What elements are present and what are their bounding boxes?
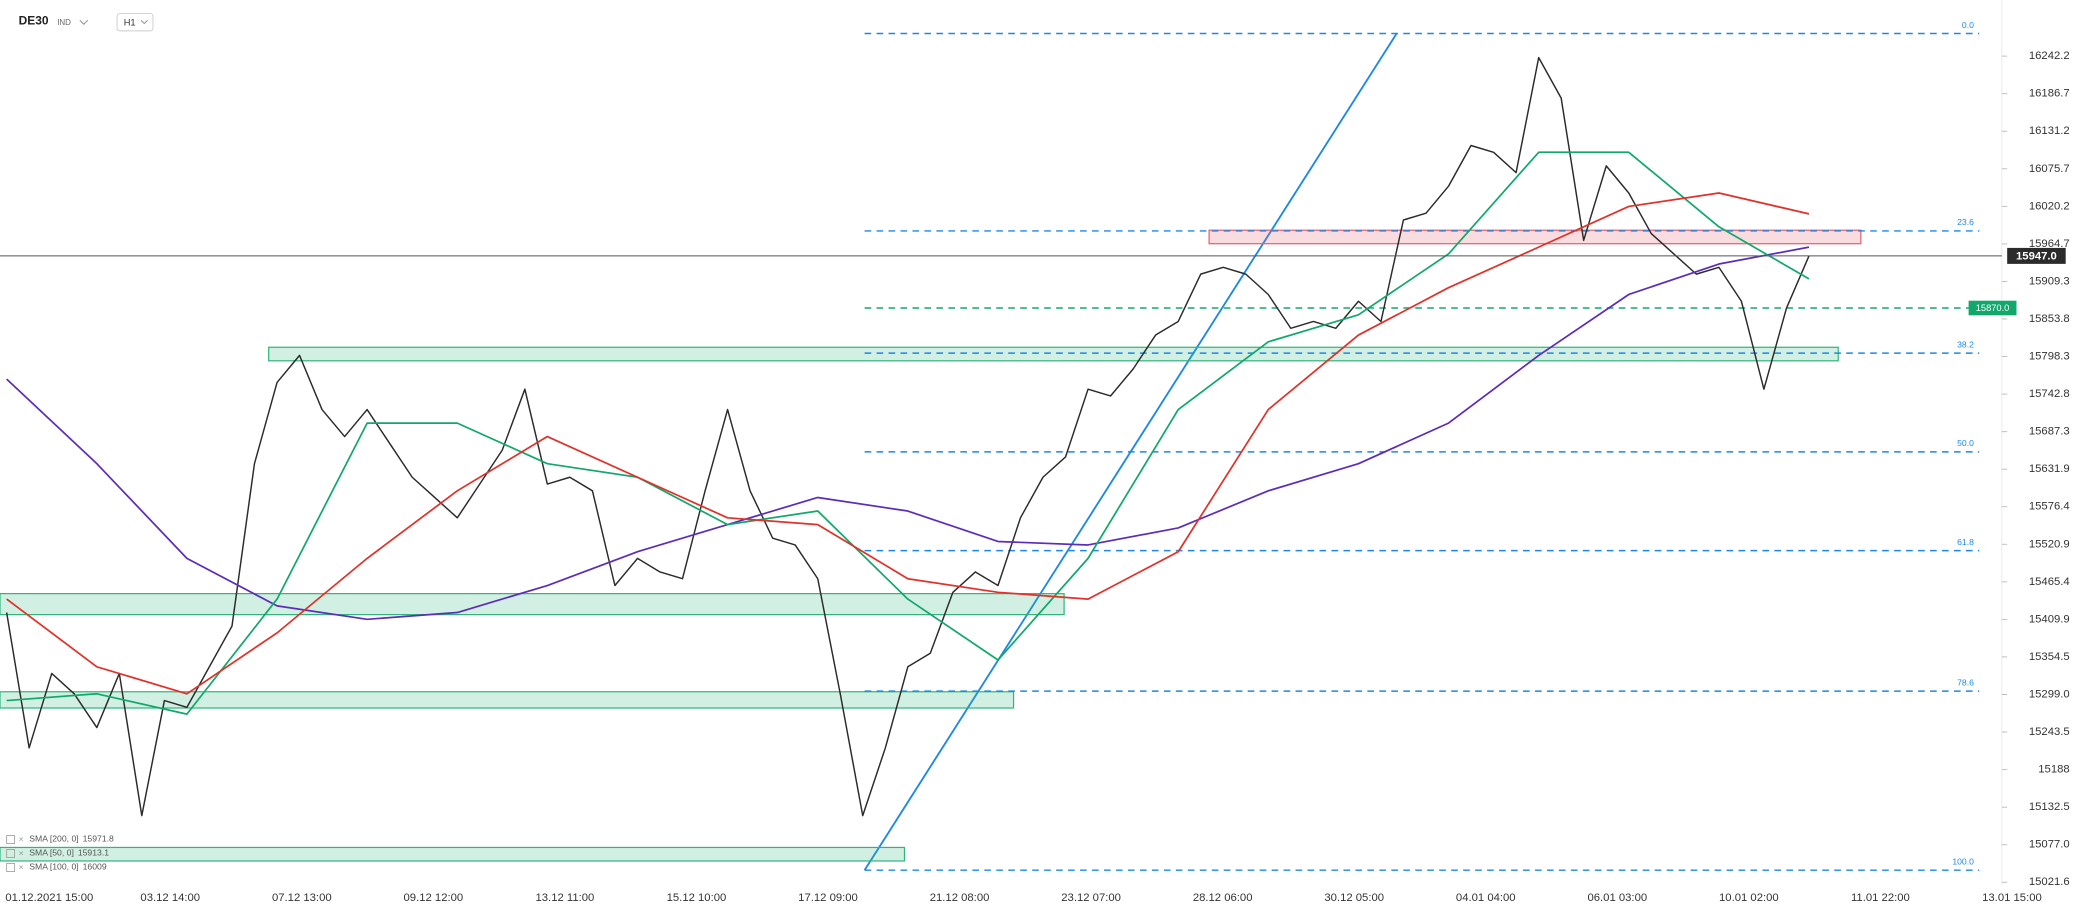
x-tick-label: 28.12 06:00 [1193, 892, 1253, 904]
y-tick-label: 15576.4 [2029, 501, 2070, 513]
zone [1208, 229, 1862, 245]
y-tick-label: 16242.2 [2029, 50, 2070, 62]
x-tick-label: 30.12 05:00 [1324, 892, 1384, 904]
y-tick-label: 15132.5 [2029, 801, 2070, 813]
y-tick-label: 15409.9 [2029, 613, 2070, 625]
dropdown-arrow[interactable] [79, 19, 89, 25]
fib-label: 0.0 [1962, 20, 1974, 30]
timeframe[interactable]: H1 [124, 17, 136, 27]
sma-line [6, 246, 1810, 621]
x-tick-label: 21.12 08:00 [930, 892, 990, 904]
legend-value: 15913.1 [78, 848, 109, 858]
y-tick-label: 15465.4 [2029, 576, 2070, 588]
legend-close: × [19, 834, 24, 844]
x-tick-label: 17.12 09:00 [798, 892, 858, 904]
y-tick-label: 15909.3 [2029, 275, 2070, 287]
y-tick-label: 16186.7 [2029, 88, 2070, 100]
x-tick-label: 04.01 04:00 [1456, 892, 1516, 904]
y-tick-label: 15243.5 [2029, 726, 2070, 738]
y-tick-label: 15687.3 [2029, 426, 2070, 438]
legend-entry: SMA [200, 0] 15971.8 [29, 834, 114, 844]
y-tick-label: 15742.8 [2029, 388, 2070, 400]
legend-close: × [19, 862, 24, 872]
sma-line [6, 151, 1810, 716]
dropdown-arrow[interactable] [140, 19, 149, 25]
x-tick-label: 13.01 15:00 [1982, 892, 2042, 904]
y-tick-label: 15520.9 [2029, 538, 2070, 550]
zone [0, 846, 906, 862]
symbol[interactable]: DE30 [19, 14, 49, 28]
sma-line [6, 192, 1810, 695]
zone [0, 691, 1015, 709]
y-tick-label: 15021.6 [2029, 876, 2070, 888]
fib-label: 78.6 [1957, 677, 1974, 687]
price-line [5, 56, 1810, 817]
x-tick-label: 03.12 14:00 [140, 892, 200, 904]
legend-entry: SMA [50, 0] 15913.1 [29, 848, 109, 858]
x-tick-label: 15.12 10:00 [667, 892, 727, 904]
x-tick-label: 10.01 02:00 [1719, 892, 1779, 904]
legend-icon [6, 863, 16, 872]
legend-value: 16009 [83, 862, 107, 872]
x-tick-label: 23.12 07:00 [1061, 892, 1121, 904]
x-tick-label: 01.12.2021 15:00 [5, 892, 93, 904]
y-tick-label: 15077.0 [2029, 839, 2070, 851]
legend-value: 15971.8 [83, 834, 114, 844]
legend-name: SMA [50, 0] [29, 848, 74, 858]
legend-icon [6, 849, 16, 858]
y-tick-label: 15798.3 [2029, 351, 2070, 363]
zone [268, 346, 1839, 362]
y-tick-label: 16075.7 [2029, 163, 2070, 175]
x-tick-label: 09.12 12:00 [404, 892, 464, 904]
market: IND [57, 18, 71, 27]
legend-close: × [19, 848, 24, 858]
y-tick-label: 16131.2 [2029, 125, 2070, 137]
legend-icon [6, 835, 16, 844]
legend-entry: SMA [100, 0] 16009 [29, 862, 107, 872]
fib-label: 38.2 [1957, 339, 1974, 349]
y-tick-label: 15188 [2038, 764, 2069, 776]
y-tick-label: 16020.2 [2029, 200, 2070, 212]
current-price-box [2007, 247, 2066, 264]
x-tick-label: 11.01 22:00 [1851, 892, 1910, 904]
y-tick-label: 15299.0 [2029, 688, 2070, 700]
y-tick-label: 15631.9 [2029, 463, 2070, 475]
legend-name: SMA [200, 0] [29, 834, 78, 844]
timeframe-button[interactable] [116, 13, 154, 32]
zone [0, 593, 1065, 616]
fib-label: 50.0 [1957, 438, 1974, 448]
plot-layer: 0.0 23.6 38.2 50.0 61.8 78.6 100.0 16242.2 16186… [0, 20, 2070, 904]
y-tick-label: 15964.7 [2029, 238, 2070, 250]
y-tick-label: 15354.5 [2029, 651, 2070, 663]
legend-name: SMA [100, 0] [29, 862, 78, 872]
alert-price-label: 15870.0 [1976, 303, 2010, 313]
x-tick-label: 13.12 11:00 [535, 892, 594, 904]
current-price-label: 15947.0 [2016, 251, 2057, 263]
fib-label: 61.8 [1957, 537, 1974, 547]
fib-label: 23.6 [1957, 217, 1974, 227]
x-tick-label: 07.12 13:00 [272, 892, 332, 904]
y-tick-label: 15853.8 [2029, 313, 2070, 325]
alert-price-box [1968, 300, 2017, 316]
x-tick-label: 06.01 03:00 [1587, 892, 1647, 904]
fib-label: 100.0 [1952, 856, 1974, 866]
